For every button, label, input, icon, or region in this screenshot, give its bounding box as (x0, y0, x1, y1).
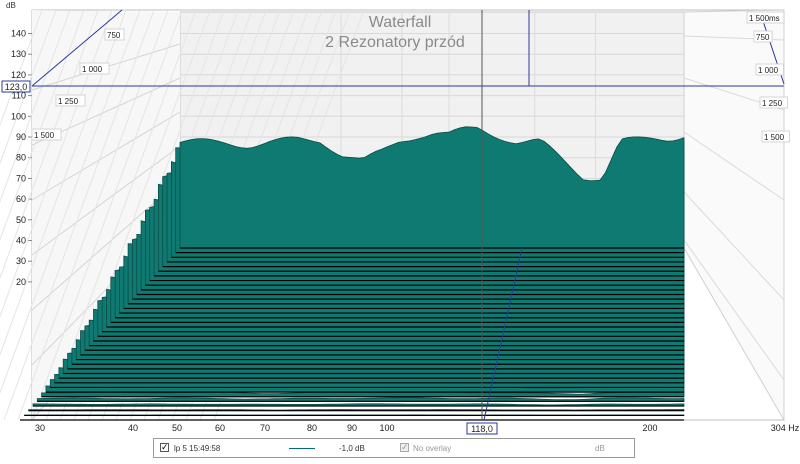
time-label-right: 750 (756, 33, 770, 42)
time-label: 1 250 (58, 97, 79, 106)
y-tick-label: 50 (16, 215, 26, 225)
legend-unit: dB (595, 444, 605, 453)
legend-smoothing: -1,0 dB (339, 444, 365, 453)
series-checkbox[interactable]: ✓ (160, 443, 169, 452)
x-tick-label: 70 (260, 423, 270, 433)
x-tick-label: 30 (35, 423, 45, 433)
cursor-x-label: 118,0 (471, 424, 493, 434)
overlay-checkbox[interactable]: ✓ (400, 443, 409, 452)
x-tick-label: 90 (347, 423, 357, 433)
y-axis-unit: dB (6, 1, 16, 10)
time-label-right: 1 000 (758, 66, 779, 75)
y-tick-label: 140 (11, 29, 26, 39)
x-tick-label: 304 Hz (771, 423, 800, 433)
x-tick-label: 200 (642, 423, 657, 433)
y-tick-label: 40 (16, 236, 26, 246)
y-tick-label: 20 (16, 277, 26, 287)
time-label: 750 (107, 31, 121, 40)
x-tick-label: 80 (307, 423, 317, 433)
y-tick-label: 30 (16, 256, 26, 266)
time-label-right: 1 500 (764, 133, 785, 142)
time-label-right: 1 250 (762, 99, 783, 108)
y-tick-label: 80 (16, 153, 26, 163)
legend-series-name: lp 5 15:49:58 (174, 444, 220, 453)
legend-overlay: No overlay (413, 444, 451, 453)
time-label: 1 500 (34, 131, 55, 140)
time-label: 1 000 (82, 65, 103, 74)
legend-bar: ✓ lp 5 15:49:58 -1,0 dB ✓ No overlay dB (153, 438, 635, 458)
x-tick-label: 100 (379, 423, 394, 433)
time-label-right: 1 500ms (749, 14, 780, 23)
y-tick-label: 60 (16, 194, 26, 204)
x-tick-label: 40 (128, 423, 138, 433)
x-tick-label: 50 (172, 423, 182, 433)
y-tick-label: 90 (16, 132, 26, 142)
chart-title: Waterfall (369, 14, 432, 31)
chart-subtitle: 2 Rezonatory przód (325, 34, 465, 51)
x-tick-label: 60 (215, 423, 225, 433)
cursor-y-label: 123,0 (5, 82, 28, 92)
legend-series-swatch (289, 448, 315, 449)
y-tick-label: 130 (11, 49, 26, 59)
y-tick-label: 70 (16, 173, 26, 183)
y-tick-label: 120 (11, 70, 26, 80)
y-tick-label: 100 (11, 111, 26, 121)
